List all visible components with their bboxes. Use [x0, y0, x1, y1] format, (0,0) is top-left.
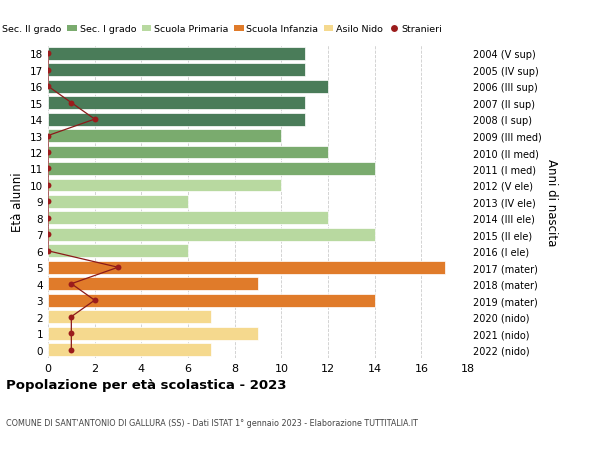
Bar [48, 113, 305, 126]
Bar [48, 278, 258, 291]
Point [43, 231, 53, 239]
Point [90, 297, 100, 304]
Point [67, 100, 76, 107]
Y-axis label: Età alunni: Età alunni [11, 172, 25, 232]
Text: COMUNE DI SANT'ANTONIO DI GALLURA (SS) - Dati ISTAT 1° gennaio 2023 - Elaborazio: COMUNE DI SANT'ANTONIO DI GALLURA (SS) -… [6, 418, 418, 427]
Point [113, 264, 123, 271]
Point [43, 133, 53, 140]
Bar [48, 81, 328, 93]
Bar [48, 64, 305, 77]
Bar [48, 311, 211, 323]
Point [43, 149, 53, 157]
Bar [48, 97, 305, 110]
Point [43, 247, 53, 255]
Bar [48, 146, 328, 159]
Y-axis label: Anni di nascita: Anni di nascita [545, 158, 558, 246]
Bar [48, 130, 281, 143]
Bar [48, 179, 281, 192]
Bar [48, 294, 374, 307]
Bar [48, 261, 445, 274]
Bar [48, 343, 211, 356]
Point [43, 198, 53, 206]
Bar [48, 48, 305, 61]
Point [67, 330, 76, 337]
Point [43, 182, 53, 189]
Bar [48, 229, 374, 241]
Bar [48, 327, 258, 340]
Bar [48, 212, 328, 225]
Point [43, 50, 53, 58]
Point [43, 165, 53, 173]
Legend: Sec. II grado, Sec. I grado, Scuola Primaria, Scuola Infanzia, Asilo Nido, Stran: Sec. II grado, Sec. I grado, Scuola Prim… [0, 22, 446, 38]
Bar [48, 245, 188, 257]
Point [43, 83, 53, 90]
Point [43, 215, 53, 222]
Bar [48, 196, 188, 208]
Bar [48, 162, 374, 175]
Point [67, 313, 76, 321]
Point [43, 67, 53, 74]
Point [90, 116, 100, 123]
Point [67, 346, 76, 353]
Point [67, 280, 76, 288]
Text: Popolazione per età scolastica - 2023: Popolazione per età scolastica - 2023 [6, 379, 287, 392]
